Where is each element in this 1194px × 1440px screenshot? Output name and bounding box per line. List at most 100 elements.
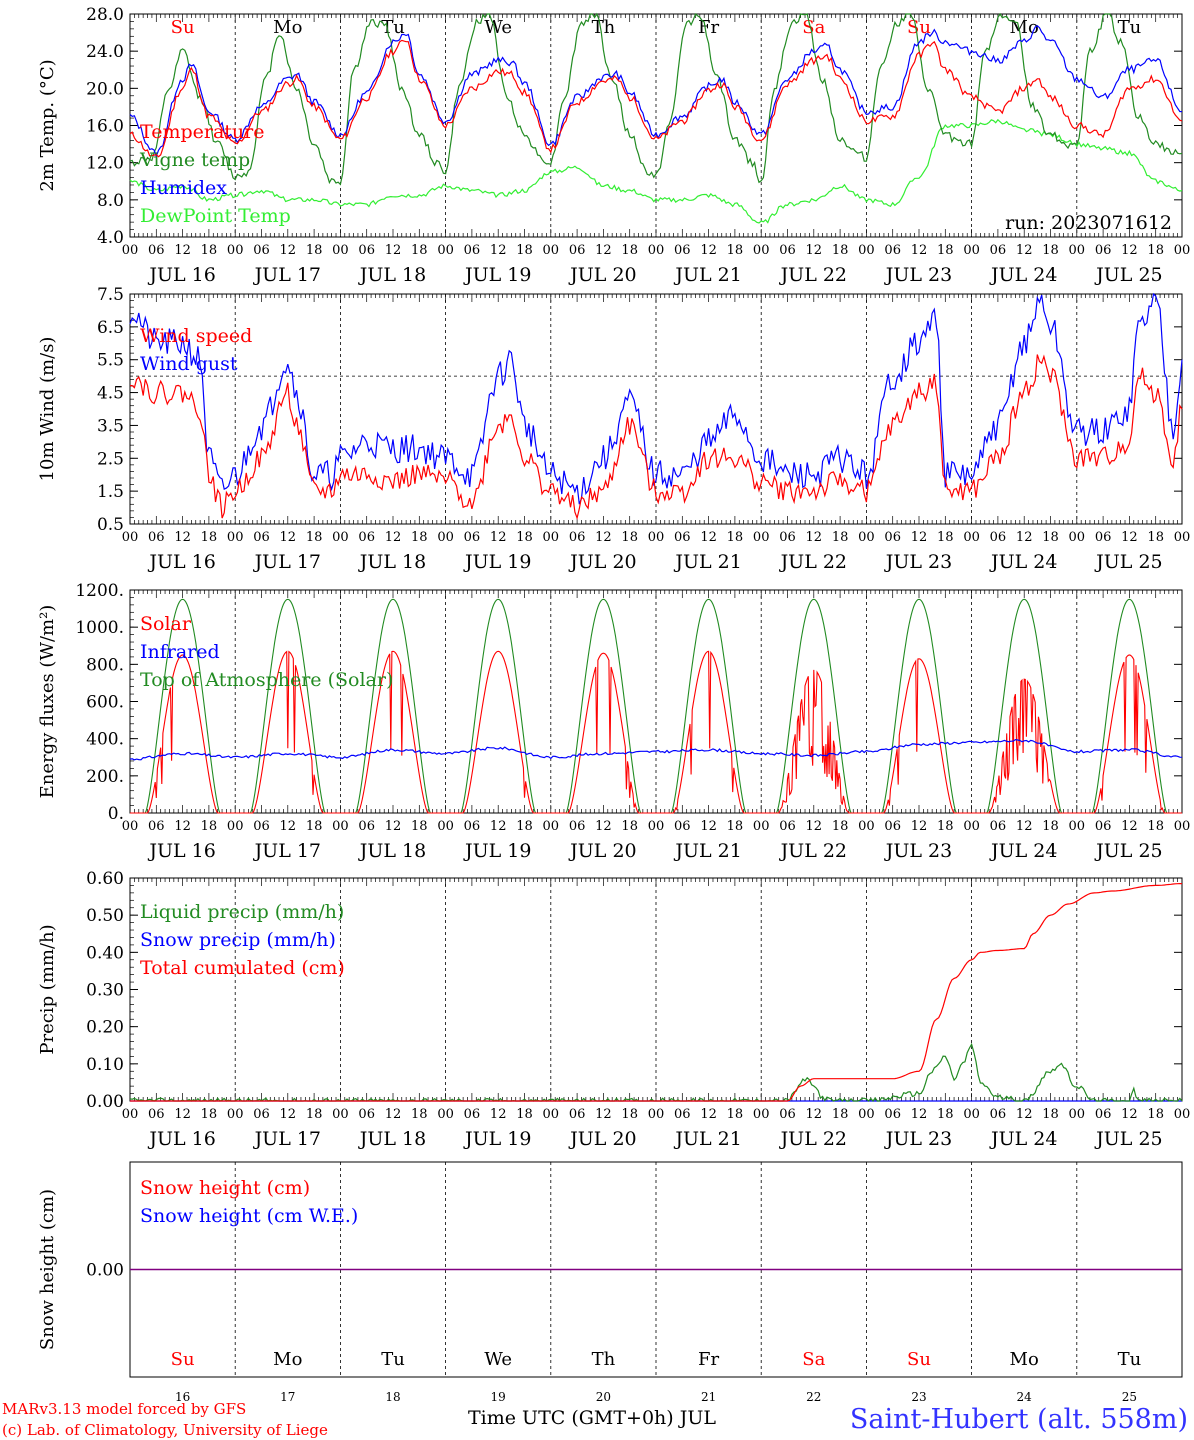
y-axis-label: 10m Wind (m/s) bbox=[37, 337, 58, 482]
hour-tick-label: 18 bbox=[411, 819, 428, 834]
hour-tick-label: 18 bbox=[1147, 530, 1164, 545]
hour-tick-label: 18 bbox=[1042, 243, 1059, 258]
hour-tick-label: 18 bbox=[832, 1107, 849, 1122]
hour-tick-label: 12 bbox=[174, 243, 191, 258]
date-tick-label: JUL 25 bbox=[1094, 551, 1162, 573]
weekday-label: Mo bbox=[1010, 1349, 1039, 1370]
weekday-label: Tu bbox=[1118, 17, 1142, 38]
date-tick-label: JUL 19 bbox=[463, 264, 531, 286]
solar-day-curve bbox=[1076, 654, 1182, 814]
hour-tick-label: 00 bbox=[332, 530, 349, 545]
panel-wind: 00 06 12 18 JUL 16 00 06 12 18 JUL 17 00 06 12 18 JUL … bbox=[37, 285, 1190, 573]
hour-tick-label: 06 bbox=[253, 1107, 270, 1122]
weekday-label: Su bbox=[907, 1349, 931, 1370]
hour-tick-label: 12 bbox=[911, 819, 928, 834]
date-tick-label: JUL 17 bbox=[253, 1128, 321, 1150]
y-tick-label: 24.0 bbox=[86, 42, 124, 62]
y-tick-label: 12.0 bbox=[86, 154, 124, 174]
y-tick-label: 1.5 bbox=[97, 482, 124, 502]
hour-tick-label: 00 bbox=[227, 1107, 244, 1122]
hour-tick-label: 06 bbox=[1095, 243, 1112, 258]
hour-tick-label: 12 bbox=[806, 243, 823, 258]
y-tick-label: 0.50 bbox=[86, 906, 124, 926]
panel-temperature: 00 06 12 18 JUL 16 00 06 12 18 JUL 17 00 06 12 18 JUL … bbox=[37, 5, 1190, 286]
hour-tick-label: 06 bbox=[990, 243, 1007, 258]
hour-tick-label: 06 bbox=[148, 1107, 165, 1122]
hour-tick-label: 12 bbox=[490, 1107, 507, 1122]
hour-tick-label: 18 bbox=[201, 530, 218, 545]
hour-tick-label: 18 bbox=[727, 243, 744, 258]
hour-tick-label: 00 bbox=[1174, 243, 1191, 258]
hour-tick-label: 00 bbox=[648, 1107, 665, 1122]
date-tick-label: JUL 25 bbox=[1094, 1128, 1162, 1150]
legend-entry: Wind gust bbox=[140, 353, 238, 375]
hour-tick-label: 06 bbox=[779, 530, 796, 545]
hour-tick-label: 06 bbox=[779, 243, 796, 258]
hour-tick-label: 18 bbox=[937, 243, 954, 258]
hour-tick-label: 12 bbox=[174, 530, 191, 545]
weekday-label: Fr bbox=[698, 17, 719, 38]
date-tick-label: JUL 21 bbox=[673, 551, 741, 573]
hour-tick-label: 00 bbox=[963, 1107, 980, 1122]
hour-tick-label: 06 bbox=[1095, 1107, 1112, 1122]
day-number-label: 21 bbox=[701, 1390, 716, 1404]
hour-tick-label: 00 bbox=[1069, 819, 1086, 834]
legend-entry: Snow height (cm) bbox=[140, 1177, 310, 1199]
hour-tick-label: 00 bbox=[122, 243, 139, 258]
date-tick-label: JUL 22 bbox=[779, 840, 847, 862]
y-tick-label: 2.5 bbox=[97, 449, 124, 469]
hour-tick-label: 06 bbox=[358, 530, 375, 545]
toa-solar-arch bbox=[235, 598, 341, 814]
weekday-label: Tu bbox=[381, 17, 405, 38]
day-number-label: 23 bbox=[911, 1390, 926, 1404]
solar-day-curve bbox=[130, 654, 236, 814]
hour-tick-label: 06 bbox=[358, 1107, 375, 1122]
hour-tick-label: 06 bbox=[464, 243, 481, 258]
hour-tick-label: 00 bbox=[1174, 530, 1191, 545]
hour-tick-label: 18 bbox=[727, 819, 744, 834]
hour-tick-label: 18 bbox=[201, 819, 218, 834]
weekday-label: Su bbox=[171, 1349, 195, 1370]
hour-tick-label: 06 bbox=[674, 819, 691, 834]
toa-solar-arch bbox=[656, 598, 762, 814]
hour-tick-label: 06 bbox=[358, 243, 375, 258]
weekday-label: Th bbox=[592, 17, 616, 38]
y-tick-label: 28.0 bbox=[86, 5, 124, 25]
hour-tick-label: 18 bbox=[516, 819, 533, 834]
y-tick-label: 0.20 bbox=[86, 1018, 124, 1038]
hour-tick-label: 18 bbox=[832, 819, 849, 834]
toa-solar-arch bbox=[340, 598, 446, 814]
hour-tick-label: 12 bbox=[174, 819, 191, 834]
y-tick-label: 1000. bbox=[75, 618, 124, 638]
hour-tick-label: 12 bbox=[911, 243, 928, 258]
hour-tick-label: 18 bbox=[937, 819, 954, 834]
y-tick-label: 5.5 bbox=[97, 351, 124, 371]
y-tick-label: 0.5 bbox=[97, 515, 124, 535]
weekday-label: Su bbox=[907, 17, 931, 38]
hour-tick-label: 12 bbox=[490, 530, 507, 545]
hour-tick-label: 00 bbox=[543, 243, 560, 258]
hour-tick-label: 00 bbox=[963, 819, 980, 834]
toa-solar-arch bbox=[1076, 598, 1182, 814]
day-number-label: 22 bbox=[806, 1390, 821, 1404]
y-tick-label: 6.5 bbox=[97, 318, 124, 338]
hour-tick-label: 12 bbox=[385, 243, 402, 258]
hour-tick-label: 00 bbox=[1069, 530, 1086, 545]
hour-tick-label: 12 bbox=[490, 819, 507, 834]
hour-tick-label: 18 bbox=[306, 819, 323, 834]
hour-tick-label: 12 bbox=[280, 819, 297, 834]
toa-solar-arch bbox=[761, 598, 867, 814]
hour-tick-label: 00 bbox=[227, 530, 244, 545]
series-line-1 bbox=[129, 12, 1183, 186]
date-tick-label: JUL 16 bbox=[147, 264, 215, 286]
hour-tick-label: 06 bbox=[674, 243, 691, 258]
date-tick-label: JUL 16 bbox=[147, 551, 215, 573]
hour-tick-label: 00 bbox=[753, 530, 770, 545]
date-tick-label: JUL 16 bbox=[147, 1128, 215, 1150]
date-tick-label: JUL 24 bbox=[989, 264, 1057, 286]
weekday-label: Sa bbox=[802, 1349, 825, 1370]
y-tick-label: 8.0 bbox=[97, 191, 124, 211]
solar-day-curve bbox=[761, 669, 867, 814]
hour-tick-label: 18 bbox=[411, 530, 428, 545]
hour-tick-label: 00 bbox=[963, 530, 980, 545]
